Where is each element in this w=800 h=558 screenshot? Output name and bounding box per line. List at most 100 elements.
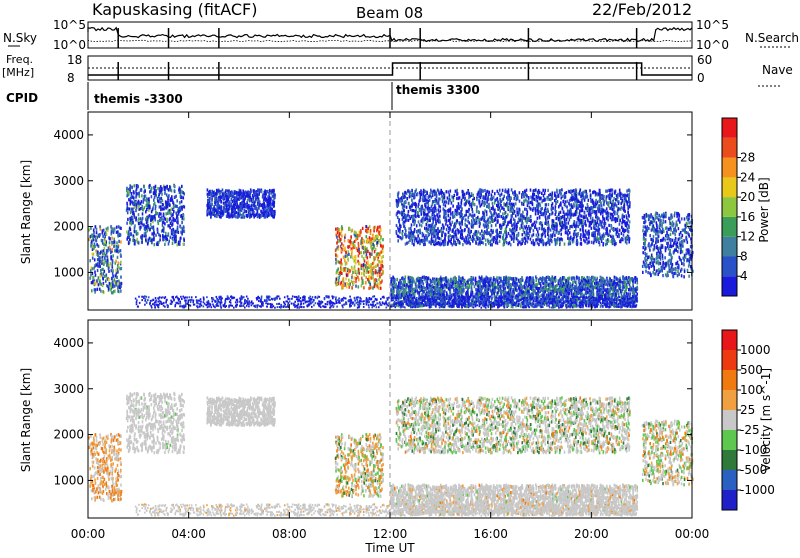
power-cell bbox=[341, 249, 343, 252]
power-cell bbox=[536, 205, 538, 208]
power-cell bbox=[177, 217, 179, 220]
power-cell bbox=[593, 202, 595, 205]
power-cell bbox=[510, 235, 512, 238]
power-cell bbox=[264, 191, 266, 194]
power-cell bbox=[424, 227, 426, 230]
power-cell bbox=[355, 270, 357, 273]
power-cell bbox=[428, 196, 430, 199]
power-cell bbox=[226, 206, 228, 209]
power-cell bbox=[396, 199, 398, 202]
power-cell bbox=[569, 231, 571, 234]
power-cell bbox=[131, 209, 133, 212]
power-cell bbox=[571, 205, 573, 208]
power-cell bbox=[599, 233, 601, 236]
power-cell bbox=[351, 253, 353, 256]
power-cell bbox=[438, 208, 440, 211]
power-cell bbox=[96, 231, 98, 234]
power-cell bbox=[451, 201, 453, 204]
power-cell bbox=[107, 249, 109, 252]
power-cell bbox=[622, 214, 624, 217]
power-cell bbox=[210, 215, 212, 218]
power-cell bbox=[116, 276, 118, 279]
power-cell bbox=[408, 210, 410, 213]
power-cell bbox=[575, 190, 577, 193]
power-cell bbox=[590, 213, 592, 216]
power-cell bbox=[621, 226, 623, 229]
power-cell bbox=[548, 238, 550, 241]
power-cell bbox=[347, 258, 349, 261]
power-cell bbox=[183, 225, 185, 228]
power-cell bbox=[128, 198, 130, 201]
power-cell bbox=[398, 191, 400, 194]
power-cell bbox=[207, 195, 209, 198]
power-cell bbox=[376, 235, 378, 238]
power-cell bbox=[129, 208, 131, 211]
power-cell bbox=[162, 229, 164, 232]
power-cell bbox=[601, 195, 603, 198]
power-cell bbox=[418, 220, 420, 223]
power-cell bbox=[242, 190, 244, 193]
power-cell bbox=[593, 221, 595, 224]
power-cell bbox=[438, 198, 440, 201]
power-cell bbox=[92, 267, 94, 270]
power-cell bbox=[237, 215, 239, 218]
power-cell bbox=[368, 275, 370, 278]
power-cell bbox=[209, 190, 211, 193]
power-cell bbox=[415, 210, 417, 213]
power-cell bbox=[155, 211, 157, 214]
power-cell bbox=[113, 231, 115, 234]
power-cell bbox=[369, 283, 371, 286]
cpid-entry-2: themis 3300 bbox=[396, 83, 480, 97]
power-cell bbox=[483, 242, 485, 245]
power-cell bbox=[551, 240, 553, 243]
power-cell bbox=[459, 223, 461, 226]
power-cell bbox=[595, 222, 597, 225]
power-cell bbox=[419, 223, 421, 226]
power-cell bbox=[615, 220, 617, 223]
power-cell bbox=[103, 262, 105, 265]
power-cell bbox=[460, 226, 462, 229]
power-cell bbox=[346, 282, 348, 285]
power-cell bbox=[118, 240, 120, 243]
power-cell bbox=[252, 208, 254, 211]
power-cell bbox=[468, 192, 470, 195]
power-cell bbox=[359, 262, 361, 265]
power-cell bbox=[467, 220, 469, 223]
power-cell bbox=[464, 223, 466, 226]
power-cell bbox=[574, 220, 576, 223]
power-cell bbox=[424, 236, 426, 239]
power-cell bbox=[107, 285, 109, 288]
power-cell bbox=[491, 243, 493, 246]
power-cell bbox=[525, 226, 527, 229]
power-cell bbox=[104, 275, 106, 278]
power-cell bbox=[555, 243, 557, 246]
power-cell bbox=[345, 277, 347, 280]
power-cell bbox=[358, 268, 360, 271]
power-cell bbox=[335, 261, 337, 264]
power-cell bbox=[492, 238, 494, 241]
power-cell bbox=[585, 207, 587, 210]
power-cell bbox=[374, 271, 376, 274]
power-cell bbox=[569, 227, 571, 230]
power-cell bbox=[248, 198, 250, 201]
power-cell bbox=[164, 186, 166, 189]
power-cell bbox=[554, 199, 556, 202]
power-cell bbox=[519, 200, 521, 203]
power-cell bbox=[608, 189, 610, 192]
power-cell bbox=[113, 290, 115, 293]
power-cell bbox=[619, 194, 621, 197]
power-cell bbox=[133, 203, 135, 206]
power-cell bbox=[444, 213, 446, 216]
power-cell bbox=[580, 214, 582, 217]
power-cell bbox=[584, 233, 586, 236]
freq-line bbox=[88, 63, 692, 75]
power-cell bbox=[560, 233, 562, 236]
power-cell bbox=[535, 198, 537, 201]
power-cell bbox=[576, 233, 578, 236]
power-cell bbox=[450, 238, 452, 241]
power-cell bbox=[491, 239, 493, 242]
power-cell bbox=[622, 193, 624, 196]
power-cell bbox=[531, 234, 533, 237]
power-cell bbox=[173, 205, 175, 208]
power-cell bbox=[183, 196, 185, 199]
